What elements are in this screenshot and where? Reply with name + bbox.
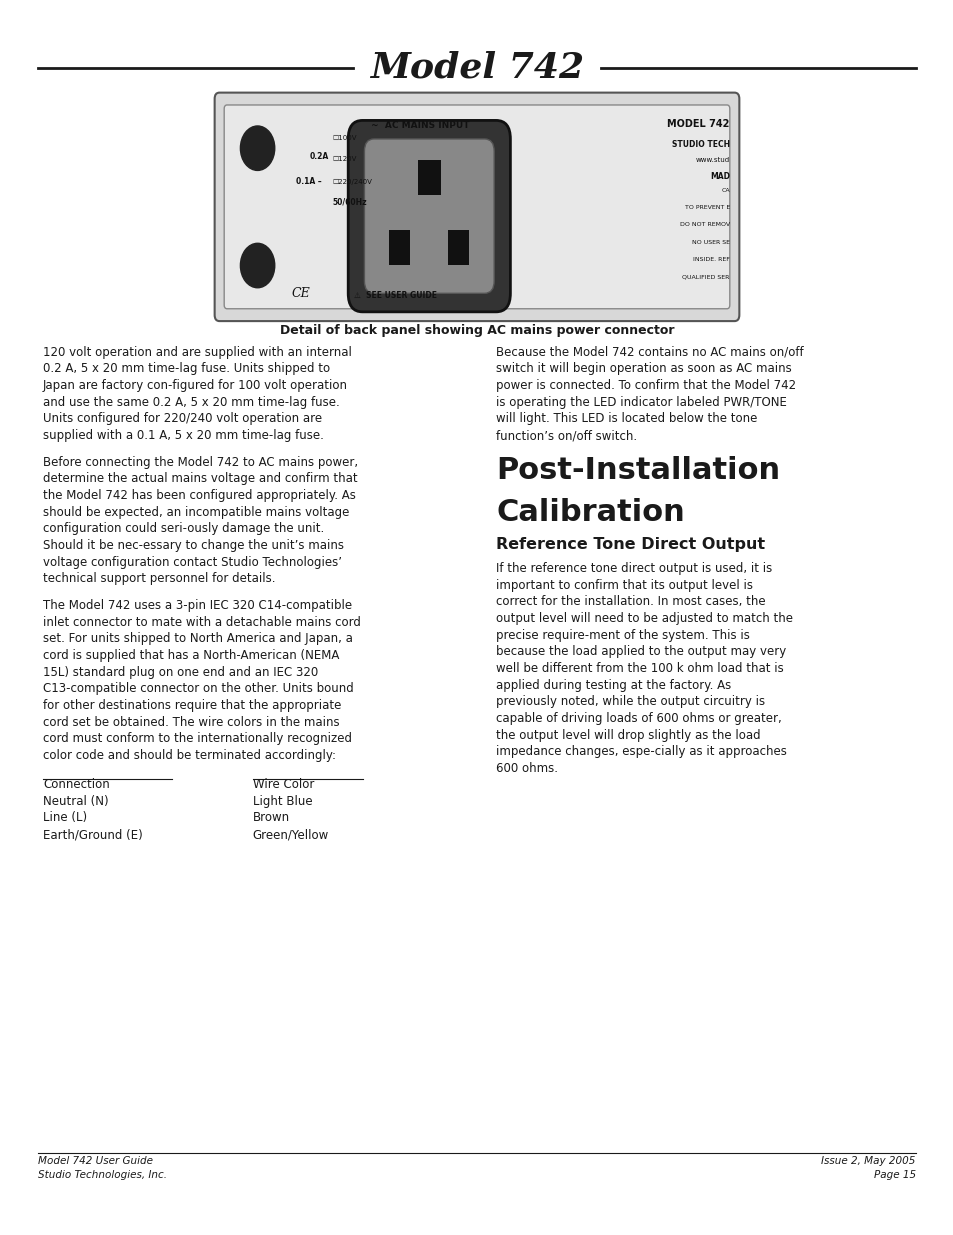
FancyBboxPatch shape — [214, 93, 739, 321]
Text: 50/60Hz: 50/60Hz — [332, 198, 366, 206]
Text: Line (L): Line (L) — [43, 811, 87, 825]
Text: Light Blue: Light Blue — [253, 794, 312, 808]
Text: cord is supplied that has a North-American (NEMA: cord is supplied that has a North-Americ… — [43, 648, 339, 662]
Text: well be different from the 100 k ohm load that is: well be different from the 100 k ohm loa… — [496, 662, 783, 676]
FancyBboxPatch shape — [364, 140, 494, 294]
Text: the output level will drop slightly as the load: the output level will drop slightly as t… — [496, 729, 760, 742]
Text: will light. This LED is located below the tone: will light. This LED is located below th… — [496, 412, 757, 426]
Text: Before connecting the Model 742 to AC mains power,: Before connecting the Model 742 to AC ma… — [43, 456, 357, 469]
Text: Model 742: Model 742 — [370, 51, 583, 85]
Text: configuration could seri-ously damage the unit.: configuration could seri-ously damage th… — [43, 522, 324, 536]
Text: for other destinations require that the appropriate: for other destinations require that the … — [43, 699, 341, 713]
Text: 120 volt operation and are supplied with an internal: 120 volt operation and are supplied with… — [43, 346, 352, 359]
Circle shape — [240, 243, 274, 288]
Text: output level will need to be adjusted to match the: output level will need to be adjusted to… — [496, 611, 792, 625]
Text: 0.2A: 0.2A — [310, 152, 329, 161]
Text: correct for the installation. In most cases, the: correct for the installation. In most ca… — [496, 595, 765, 609]
Text: important to confirm that its output level is: important to confirm that its output lev… — [496, 578, 752, 592]
Text: Because the Model 742 contains no AC mains on/off: Because the Model 742 contains no AC mai… — [496, 346, 802, 359]
Text: cord set be obtained. The wire colors in the mains: cord set be obtained. The wire colors in… — [43, 715, 339, 729]
Text: TO PREVENT E: TO PREVENT E — [684, 205, 729, 210]
Text: Units configured for 220/240 volt operation are: Units configured for 220/240 volt operat… — [43, 412, 322, 426]
Text: capable of driving loads of 600 ohms or greater,: capable of driving loads of 600 ohms or … — [496, 711, 781, 725]
Text: MODEL 742: MODEL 742 — [667, 119, 729, 128]
Text: determine the actual mains voltage and confirm that: determine the actual mains voltage and c… — [43, 472, 357, 485]
Text: ~  AC MAINS INPUT: ~ AC MAINS INPUT — [370, 121, 469, 130]
Text: Earth/Ground (E): Earth/Ground (E) — [43, 827, 143, 841]
Text: Should it be nec-essary to change the unit’s mains: Should it be nec-essary to change the un… — [43, 538, 344, 552]
FancyBboxPatch shape — [224, 105, 729, 309]
Text: ☐220/240V: ☐220/240V — [332, 179, 372, 185]
Text: 15L) standard plug on one end and an IEC 320: 15L) standard plug on one end and an IEC… — [43, 666, 318, 679]
Text: cord must conform to the internationally recognized: cord must conform to the internationally… — [43, 732, 352, 746]
Text: INSIDE. REF: INSIDE. REF — [692, 257, 729, 262]
Text: Studio Technologies, Inc.: Studio Technologies, Inc. — [38, 1170, 167, 1179]
Text: Detail of back panel showing AC mains power connector: Detail of back panel showing AC mains po… — [279, 324, 674, 337]
Text: Issue 2, May 2005: Issue 2, May 2005 — [821, 1156, 915, 1166]
Text: supplied with a 0.1 A, 5 x 20 mm time-lag fuse.: supplied with a 0.1 A, 5 x 20 mm time-la… — [43, 429, 323, 442]
Text: switch it will begin operation as soon as AC mains: switch it will begin operation as soon a… — [496, 363, 791, 375]
Text: Neutral (N): Neutral (N) — [43, 794, 109, 808]
Text: set. For units shipped to North America and Japan, a: set. For units shipped to North America … — [43, 632, 353, 646]
Text: Connection: Connection — [43, 778, 110, 792]
Text: Green/Yellow: Green/Yellow — [253, 827, 329, 841]
FancyBboxPatch shape — [348, 121, 510, 312]
Text: 0.1A –: 0.1A – — [295, 177, 321, 185]
Text: C13-compatible connector on the other. Units bound: C13-compatible connector on the other. U… — [43, 682, 354, 695]
Text: NO USER SE: NO USER SE — [691, 240, 729, 245]
Text: CA: CA — [720, 188, 729, 193]
Text: Japan are factory con-figured for 100 volt operation: Japan are factory con-figured for 100 vo… — [43, 379, 348, 393]
Text: voltage configuration contact Studio Technologies’: voltage configuration contact Studio Tec… — [43, 556, 341, 569]
Text: Page 15: Page 15 — [873, 1170, 915, 1179]
Text: applied during testing at the factory. As: applied during testing at the factory. A… — [496, 678, 731, 692]
Circle shape — [240, 126, 274, 170]
Text: 0.2 A, 5 x 20 mm time-lag fuse. Units shipped to: 0.2 A, 5 x 20 mm time-lag fuse. Units sh… — [43, 363, 330, 375]
Text: STUDIO TECH: STUDIO TECH — [671, 140, 729, 148]
Text: because the load applied to the output may very: because the load applied to the output m… — [496, 645, 785, 658]
Bar — [448, 230, 469, 266]
Text: ☐120V: ☐120V — [332, 157, 356, 163]
Text: DO NOT REMOV: DO NOT REMOV — [679, 222, 729, 227]
Text: CE: CE — [291, 287, 310, 300]
Text: MAD: MAD — [709, 172, 729, 180]
Text: ☐100V: ☐100V — [332, 136, 356, 142]
Text: Wire Color: Wire Color — [253, 778, 314, 792]
Text: Brown: Brown — [253, 811, 290, 825]
Text: color code and should be terminated accordingly:: color code and should be terminated acco… — [43, 748, 335, 762]
Text: impedance changes, espe-cially as it approaches: impedance changes, espe-cially as it app… — [496, 745, 786, 758]
Text: Calibration: Calibration — [496, 498, 684, 526]
Text: is operating the LED indicator labeled PWR/TONE: is operating the LED indicator labeled P… — [496, 395, 786, 409]
Text: If the reference tone direct output is used, it is: If the reference tone direct output is u… — [496, 562, 772, 576]
Text: QUALIFIED SER: QUALIFIED SER — [681, 274, 729, 279]
Text: and use the same 0.2 A, 5 x 20 mm time-lag fuse.: and use the same 0.2 A, 5 x 20 mm time-l… — [43, 395, 339, 409]
Bar — [389, 230, 410, 266]
Text: precise require-ment of the system. This is: precise require-ment of the system. This… — [496, 629, 749, 642]
Text: Reference Tone Direct Output: Reference Tone Direct Output — [496, 537, 764, 552]
Bar — [417, 161, 440, 195]
Text: The Model 742 uses a 3-pin IEC 320 C14-compatible: The Model 742 uses a 3-pin IEC 320 C14-c… — [43, 599, 352, 613]
Text: 600 ohms.: 600 ohms. — [496, 762, 558, 776]
Text: power is connected. To confirm that the Model 742: power is connected. To confirm that the … — [496, 379, 796, 393]
Text: Model 742 User Guide: Model 742 User Guide — [38, 1156, 153, 1166]
Text: technical support personnel for details.: technical support personnel for details. — [43, 572, 275, 585]
Text: ⚠  SEE USER GUIDE: ⚠ SEE USER GUIDE — [354, 291, 437, 300]
Text: function’s on/off switch.: function’s on/off switch. — [496, 429, 637, 442]
Text: previously noted, while the output circuitry is: previously noted, while the output circu… — [496, 695, 764, 709]
Text: inlet connector to mate with a detachable mains cord: inlet connector to mate with a detachabl… — [43, 615, 360, 629]
Text: should be expected, an incompatible mains voltage: should be expected, an incompatible main… — [43, 505, 349, 519]
Text: the Model 742 has been configured appropriately. As: the Model 742 has been configured approp… — [43, 489, 355, 503]
Text: www.stud: www.stud — [695, 157, 729, 163]
Text: Post-Installation: Post-Installation — [496, 456, 780, 484]
